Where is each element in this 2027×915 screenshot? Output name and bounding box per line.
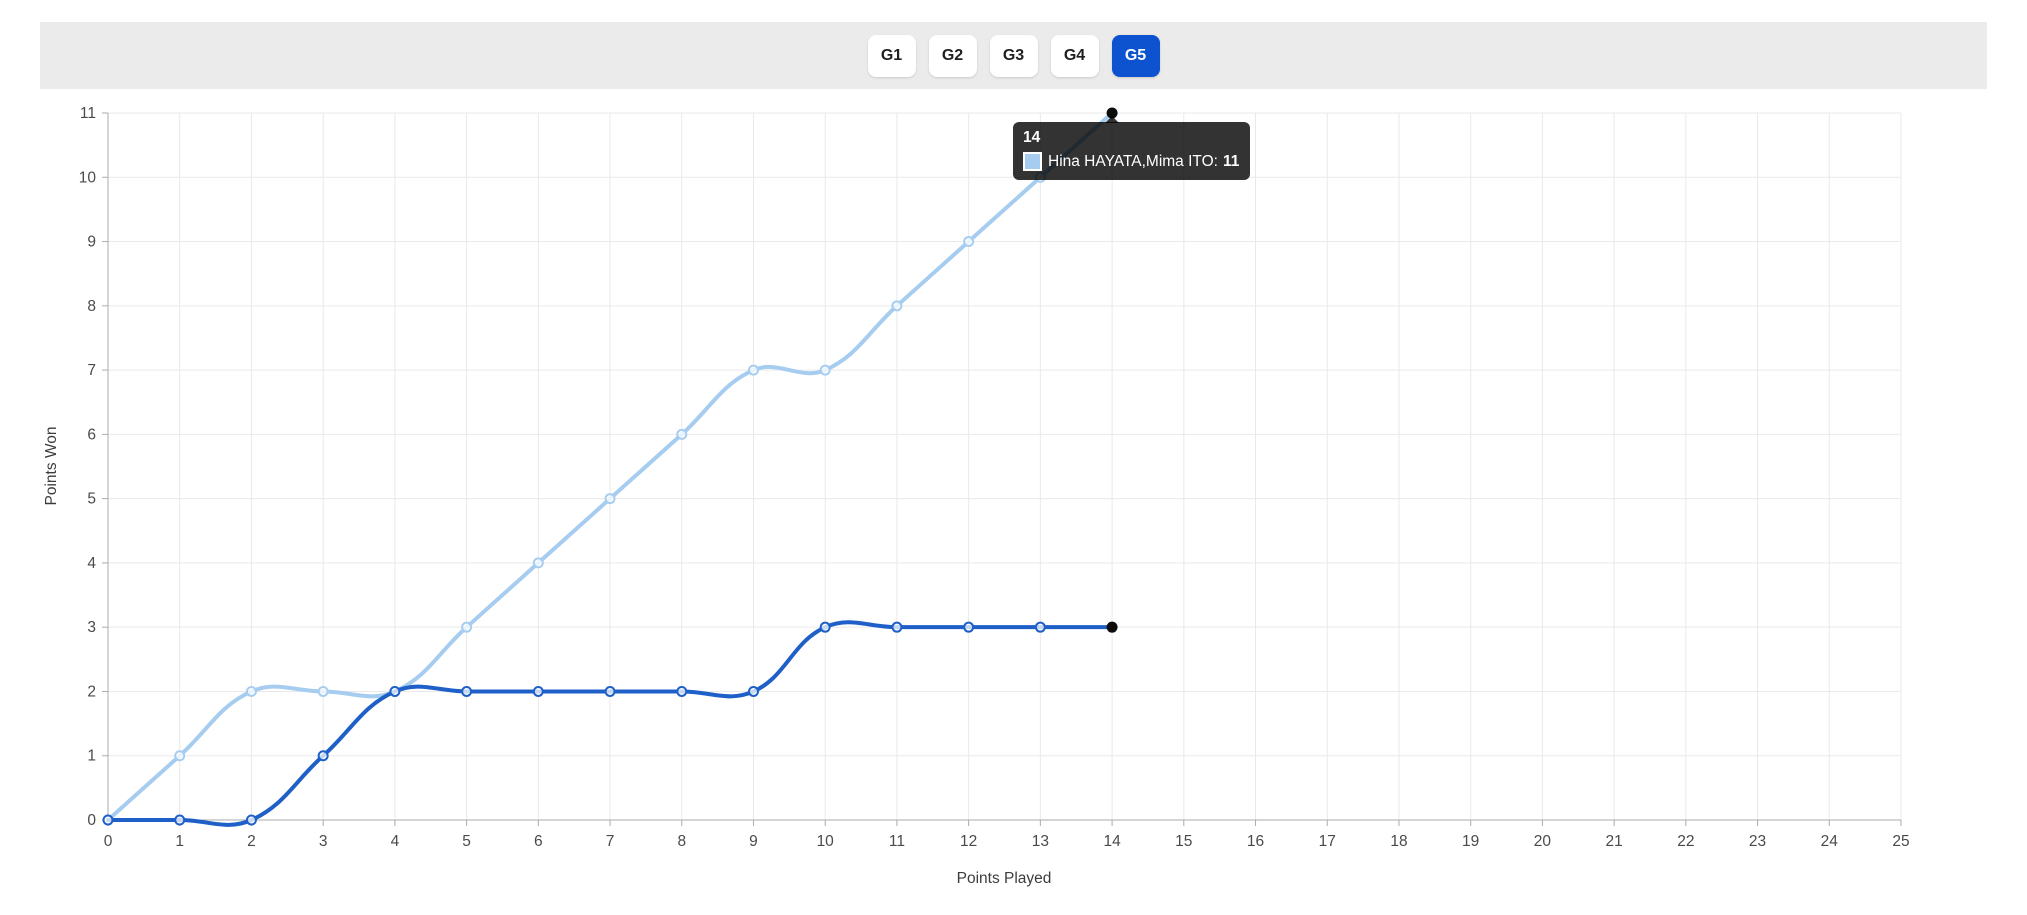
data-point[interactable] [676, 428, 688, 440]
svg-text:9: 9 [87, 234, 96, 251]
tab-g3[interactable]: G3 [989, 34, 1038, 77]
data-point[interactable] [461, 621, 473, 633]
svg-text:2: 2 [247, 833, 256, 850]
data-point[interactable] [676, 685, 688, 697]
svg-text:16: 16 [1247, 833, 1264, 850]
game-tab-bar: G1 G2 G3 G4 G5 [40, 22, 1987, 89]
data-point[interactable] [604, 493, 616, 505]
svg-text:3: 3 [319, 833, 328, 850]
tooltip-series-value: 11 [1222, 152, 1240, 170]
data-point[interactable] [461, 685, 473, 697]
data-point[interactable] [317, 750, 329, 762]
svg-text:25: 25 [1892, 833, 1909, 850]
active-point-dot[interactable] [1106, 107, 1118, 119]
grid [102, 112, 1902, 826]
data-point[interactable] [819, 621, 831, 633]
svg-text:4: 4 [391, 833, 400, 850]
svg-text:1: 1 [175, 833, 184, 850]
svg-text:13: 13 [1032, 833, 1049, 850]
svg-text:5: 5 [462, 833, 471, 850]
x-axis-tick-labels: 0 1 2 3 4 5 6 7 8 9 10 11 12 13 14 15 16 17 18 19 20 21 22 23 24… [104, 833, 1910, 850]
svg-text:11: 11 [889, 833, 905, 850]
chart-tooltip: 14 Hina HAYATA,Mima ITO: 11 [1013, 116, 1251, 180]
svg-text:11: 11 [80, 105, 96, 122]
data-point[interactable] [747, 364, 759, 376]
data-point[interactable] [963, 236, 975, 248]
svg-text:17: 17 [1319, 833, 1336, 850]
y-axis-title: Points Won [43, 426, 60, 506]
svg-text:12: 12 [960, 833, 977, 850]
svg-text:10: 10 [79, 169, 97, 186]
svg-text:5: 5 [87, 491, 96, 508]
svg-text:3: 3 [87, 619, 96, 636]
data-point[interactable] [891, 300, 903, 312]
data-point[interactable] [102, 814, 114, 826]
svg-text:14: 14 [1103, 833, 1121, 850]
svg-text:18: 18 [1390, 833, 1407, 850]
svg-text:8: 8 [87, 298, 96, 315]
svg-text:2: 2 [87, 683, 96, 700]
svg-text:7: 7 [606, 833, 615, 850]
tab-g1[interactable]: G1 [867, 34, 916, 77]
svg-text:6: 6 [534, 833, 543, 850]
data-point[interactable] [317, 685, 329, 697]
svg-text:7: 7 [87, 362, 96, 379]
data-point[interactable] [174, 814, 186, 826]
tooltip-title: 14 [1023, 129, 1041, 146]
tab-g4[interactable]: G4 [1050, 34, 1099, 77]
data-point[interactable] [747, 685, 759, 697]
svg-text:23: 23 [1749, 833, 1766, 850]
svg-text:15: 15 [1175, 833, 1192, 850]
data-point[interactable] [245, 685, 257, 697]
data-point[interactable] [891, 621, 903, 633]
svg-text:4: 4 [87, 555, 96, 572]
tooltip-caret [1105, 116, 1119, 123]
data-point[interactable] [389, 685, 401, 697]
data-point[interactable] [245, 814, 257, 826]
svg-text:6: 6 [87, 426, 96, 443]
svg-text:21: 21 [1605, 833, 1622, 850]
active-point-dot[interactable] [1106, 621, 1118, 633]
svg-text:24: 24 [1821, 833, 1839, 850]
svg-text:1: 1 [87, 748, 96, 765]
svg-text:19: 19 [1462, 833, 1479, 850]
data-point[interactable] [174, 750, 186, 762]
svg-text:0: 0 [104, 833, 113, 850]
svg-text:10: 10 [817, 833, 835, 850]
tooltip-series-label: Hina HAYATA,Mima ITO: [1048, 152, 1218, 170]
data-point[interactable] [604, 685, 616, 697]
data-point[interactable] [532, 557, 544, 569]
tab-g2[interactable]: G2 [928, 34, 977, 77]
tooltip-row: Hina HAYATA,Mima ITO: 11 [1023, 152, 1239, 171]
data-point[interactable] [819, 364, 831, 376]
svg-text:9: 9 [749, 833, 758, 850]
tooltip-swatch [1023, 152, 1042, 171]
data-point[interactable] [1034, 621, 1046, 633]
data-point[interactable] [963, 621, 975, 633]
tab-g5[interactable]: G5 [1111, 34, 1160, 77]
svg-text:20: 20 [1534, 833, 1552, 850]
y-axis-tick-labels: 0 1 2 3 4 5 6 7 8 9 10 11 [79, 105, 97, 829]
svg-text:8: 8 [677, 833, 686, 850]
axis-lines [107, 113, 1901, 821]
svg-text:0: 0 [87, 812, 96, 829]
svg-text:22: 22 [1677, 833, 1694, 850]
data-point[interactable] [532, 685, 544, 697]
series-1-points[interactable] [102, 621, 1046, 826]
x-axis-title: Points Played [956, 870, 1052, 887]
